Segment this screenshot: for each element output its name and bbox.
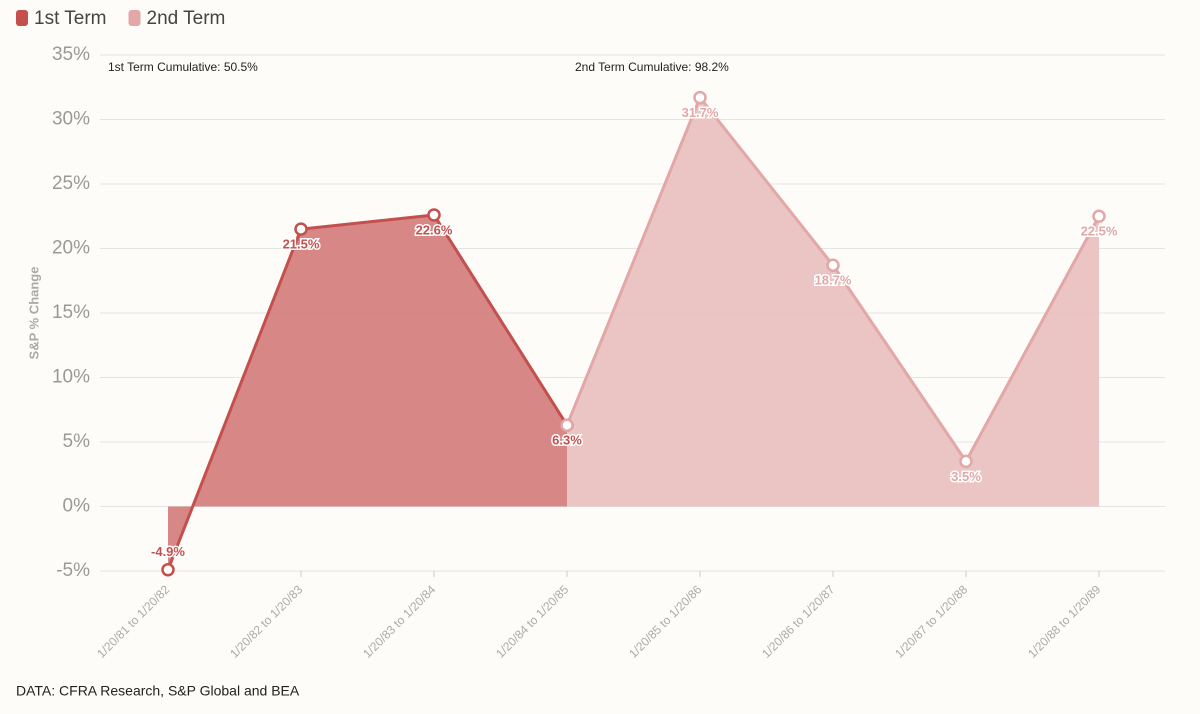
marker bbox=[427, 208, 441, 222]
y-tick-label: 20% bbox=[52, 238, 90, 259]
y-tick-label: 30% bbox=[52, 109, 90, 130]
marker bbox=[560, 418, 574, 432]
area bbox=[567, 97, 1099, 507]
area bbox=[168, 214, 567, 570]
y-tick-label: 25% bbox=[52, 173, 90, 194]
source: DATA: CFRA Research, S&P Global and BEA bbox=[16, 683, 300, 699]
line bbox=[166, 213, 569, 571]
y-tick-label: 5% bbox=[63, 431, 91, 452]
marker bbox=[959, 454, 973, 469]
data-label: 18.7% bbox=[815, 273, 852, 288]
data-label: 6.3% bbox=[552, 433, 582, 448]
marker bbox=[161, 562, 175, 577]
data-label: 22.5% bbox=[1081, 224, 1118, 239]
data-label: 21.5% bbox=[283, 237, 320, 252]
legend-swatch bbox=[128, 10, 141, 26]
marker bbox=[693, 90, 707, 105]
y-tick-label: 0% bbox=[63, 496, 91, 517]
y-tick-label: 10% bbox=[52, 367, 90, 388]
legend-label: 1st Term bbox=[34, 8, 107, 29]
data-label: 22.6% bbox=[416, 222, 453, 237]
data-label: 3.5% bbox=[951, 469, 981, 484]
legend-swatch bbox=[16, 10, 28, 26]
legend-label: 2nd Term bbox=[147, 8, 226, 29]
annotation: 2nd Term Cumulative: 98.2% bbox=[575, 60, 729, 74]
annotation: 1st Term Cumulative: 50.5% bbox=[108, 60, 258, 74]
data-label: -4.9% bbox=[151, 544, 185, 559]
y-tick-label: 35% bbox=[52, 44, 90, 65]
y-tick-label: 15% bbox=[52, 302, 90, 323]
y-axis-label: S&P % Change bbox=[26, 267, 41, 360]
marker bbox=[294, 222, 308, 236]
marker bbox=[1092, 209, 1106, 223]
marker bbox=[826, 258, 840, 273]
y-tick-label: -5% bbox=[56, 560, 90, 581]
data-label: 31.7% bbox=[682, 105, 719, 120]
